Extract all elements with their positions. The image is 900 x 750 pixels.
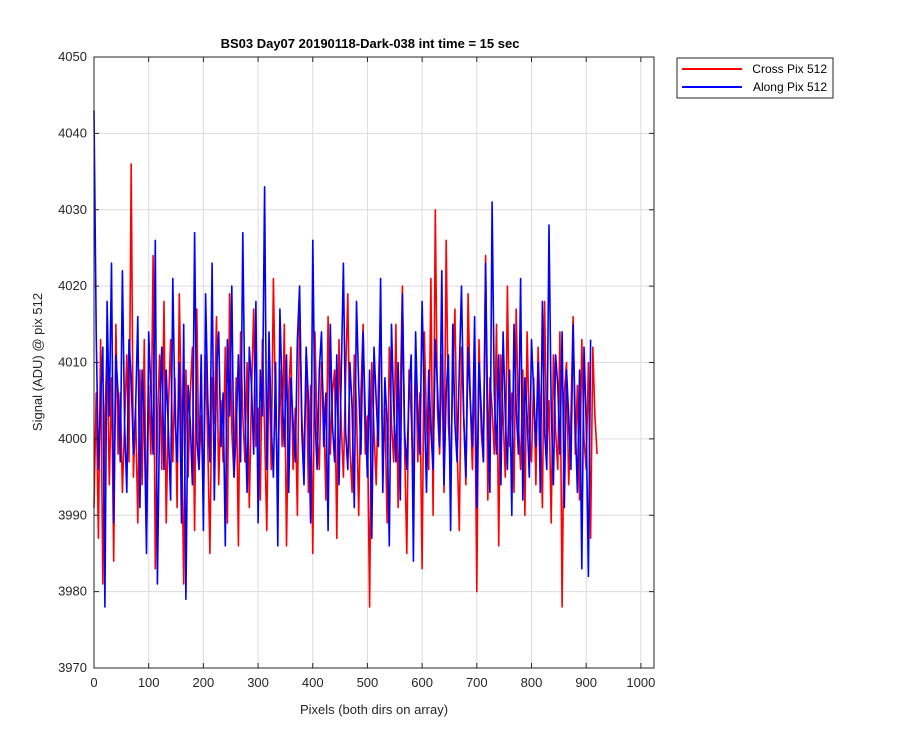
y-tick-label: 4000 — [58, 431, 87, 446]
y-tick-label: 4020 — [58, 278, 87, 293]
legend: Cross Pix 512 Along Pix 512 — [676, 57, 834, 99]
legend-label-along: Along Pix 512 — [753, 80, 827, 94]
x-tick-label: 400 — [302, 675, 324, 690]
y-tick-label: 3990 — [58, 507, 87, 522]
x-tick-label: 500 — [357, 675, 379, 690]
x-tick-label: 300 — [247, 675, 269, 690]
y-axis-title: Signal (ADU) @ pix 512 — [30, 293, 45, 431]
series-line-along-pix-512 — [93, 110, 592, 608]
chart-title: BS03 Day07 20190118-Dark-038 int time = … — [221, 36, 520, 51]
x-tick-label: 1000 — [626, 675, 655, 690]
y-tick-label: 4010 — [58, 355, 87, 370]
y-tick-label: 3980 — [58, 584, 87, 599]
x-tick-label: 200 — [193, 675, 215, 690]
y-tick-label: 3970 — [58, 660, 87, 675]
legend-label-cross: Cross Pix 512 — [752, 62, 827, 76]
y-tick-label: 4040 — [58, 125, 87, 140]
x-axis-title: Pixels (both dirs on array) — [300, 702, 448, 717]
x-tick-label: 0 — [90, 675, 97, 690]
y-tick-label: 4050 — [58, 49, 87, 64]
x-tick-label: 700 — [466, 675, 488, 690]
x-tick-label: 800 — [521, 675, 543, 690]
x-tick-label: 100 — [138, 675, 160, 690]
x-tick-label: 600 — [411, 675, 433, 690]
series-layer — [93, 110, 598, 608]
legend-box — [676, 57, 834, 99]
x-tick-label: 900 — [575, 675, 597, 690]
y-tick-label: 4030 — [58, 202, 87, 217]
axis-ticks: 0 100 200 300 400 500 600 700 800 900 1000 3970 3980… — [58, 49, 655, 690]
